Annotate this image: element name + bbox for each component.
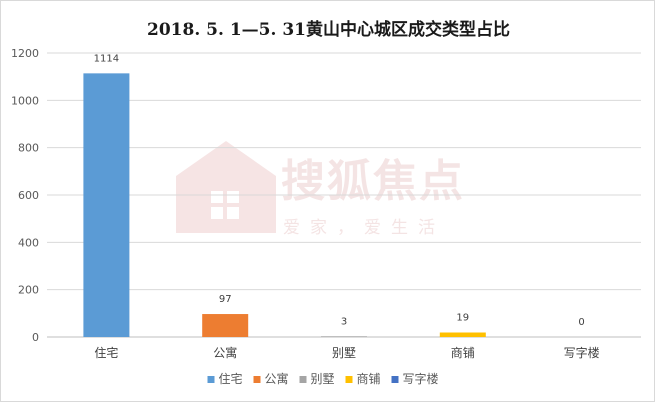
chart-title: 2018. 5. 1—5. 31黄山中心城区成交类型占比 [147,20,510,40]
y-tick-label: 0 [32,331,39,344]
legend-label: 写字楼 [403,371,439,386]
legend-swatch [253,376,261,383]
y-tick-label: 600 [18,189,39,202]
legend-item: 商铺 [345,371,381,386]
legend-label: 别墅 [311,372,335,386]
data-label: 3 [341,316,347,327]
legend-label: 住宅 [219,371,243,386]
legend-swatch [207,376,215,383]
legend-swatch [345,376,353,383]
watermark-house-icon [176,141,276,233]
y-tick-label: 200 [18,284,39,297]
x-tick-label: 商铺 [451,345,475,360]
x-tick-label: 写字楼 [564,345,600,360]
bar [439,332,486,337]
bar [202,314,249,337]
y-tick-label: 1000 [11,94,39,107]
data-label: 0 [578,317,584,328]
legend-swatch [391,376,399,383]
data-label: 1114 [94,53,119,64]
x-tick-label: 公寓 [213,345,237,360]
watermark-brand: 搜狐焦点 [281,156,465,207]
x-tick-label: 别墅 [332,346,356,360]
bar [83,73,130,337]
bar [321,336,367,337]
x-tick-label: 住宅 [94,345,118,360]
legend-item: 公寓 [253,371,289,386]
watermark-slogan: 爱家，爱生活 [283,218,445,238]
legend-item: 写字楼 [391,371,439,386]
watermark: 搜狐焦点 爱家，爱生活 [176,141,465,238]
y-tick-label: 800 [18,142,39,155]
legend-swatch [299,376,307,383]
data-label: 97 [219,294,232,305]
y-tick-label: 1200 [11,47,39,60]
legend-label: 公寓 [265,371,289,386]
legend-label: 商铺 [357,371,381,386]
y-tick-label: 400 [18,236,39,249]
legend-item: 别墅 [299,372,335,386]
legend-item: 住宅 [207,371,243,386]
data-label: 19 [456,313,469,324]
